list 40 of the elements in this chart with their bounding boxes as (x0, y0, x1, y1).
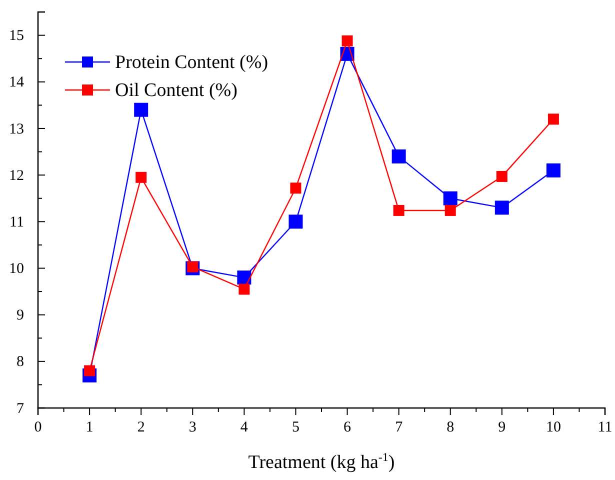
x-tick-label: 1 (86, 420, 94, 436)
point (134, 102, 148, 117)
x-tick-label: 11 (598, 420, 612, 436)
point (342, 35, 353, 46)
point (238, 284, 250, 295)
y-tick-label: 13 (9, 121, 24, 138)
x-tick-label: 8 (446, 420, 454, 436)
point (288, 214, 303, 229)
point (84, 365, 96, 376)
point (290, 182, 302, 194)
point (392, 149, 406, 164)
legend-label: Oil Content (%) (115, 80, 238, 101)
y-tick-label: 8 (16, 354, 24, 370)
x-tick-label: 10 (546, 420, 561, 436)
x-tick-label: 3 (188, 420, 196, 436)
point (187, 261, 198, 272)
point (443, 191, 458, 206)
y-tick-label: 15 (9, 28, 24, 44)
point (546, 163, 560, 178)
y-tick-label: 11 (10, 214, 24, 230)
x-tick-label: 5 (292, 420, 300, 436)
point (494, 200, 509, 215)
y-tick-label: 7 (16, 400, 24, 417)
y-tick-label: 14 (9, 74, 24, 91)
x-tick-label: 6 (344, 420, 352, 436)
legend-label: Protein Content (%) (115, 52, 268, 73)
x-tick-label: 9 (498, 420, 506, 436)
y-tick-label: 10 (9, 261, 24, 278)
x-axis-title: Treatment (kg ha$^{-1}$) (248, 450, 395, 473)
x-tick-label: 7 (395, 420, 404, 436)
y-tick-label: 9 (16, 308, 24, 324)
point (444, 204, 456, 216)
point (548, 114, 559, 125)
point (393, 204, 404, 216)
x-tick-label: 4 (240, 420, 248, 436)
x-tick-label: 0 (34, 420, 42, 436)
point (136, 172, 147, 183)
x-tick-label: 2 (137, 420, 145, 436)
y-tick-label: 12 (9, 168, 24, 184)
point (496, 170, 508, 182)
